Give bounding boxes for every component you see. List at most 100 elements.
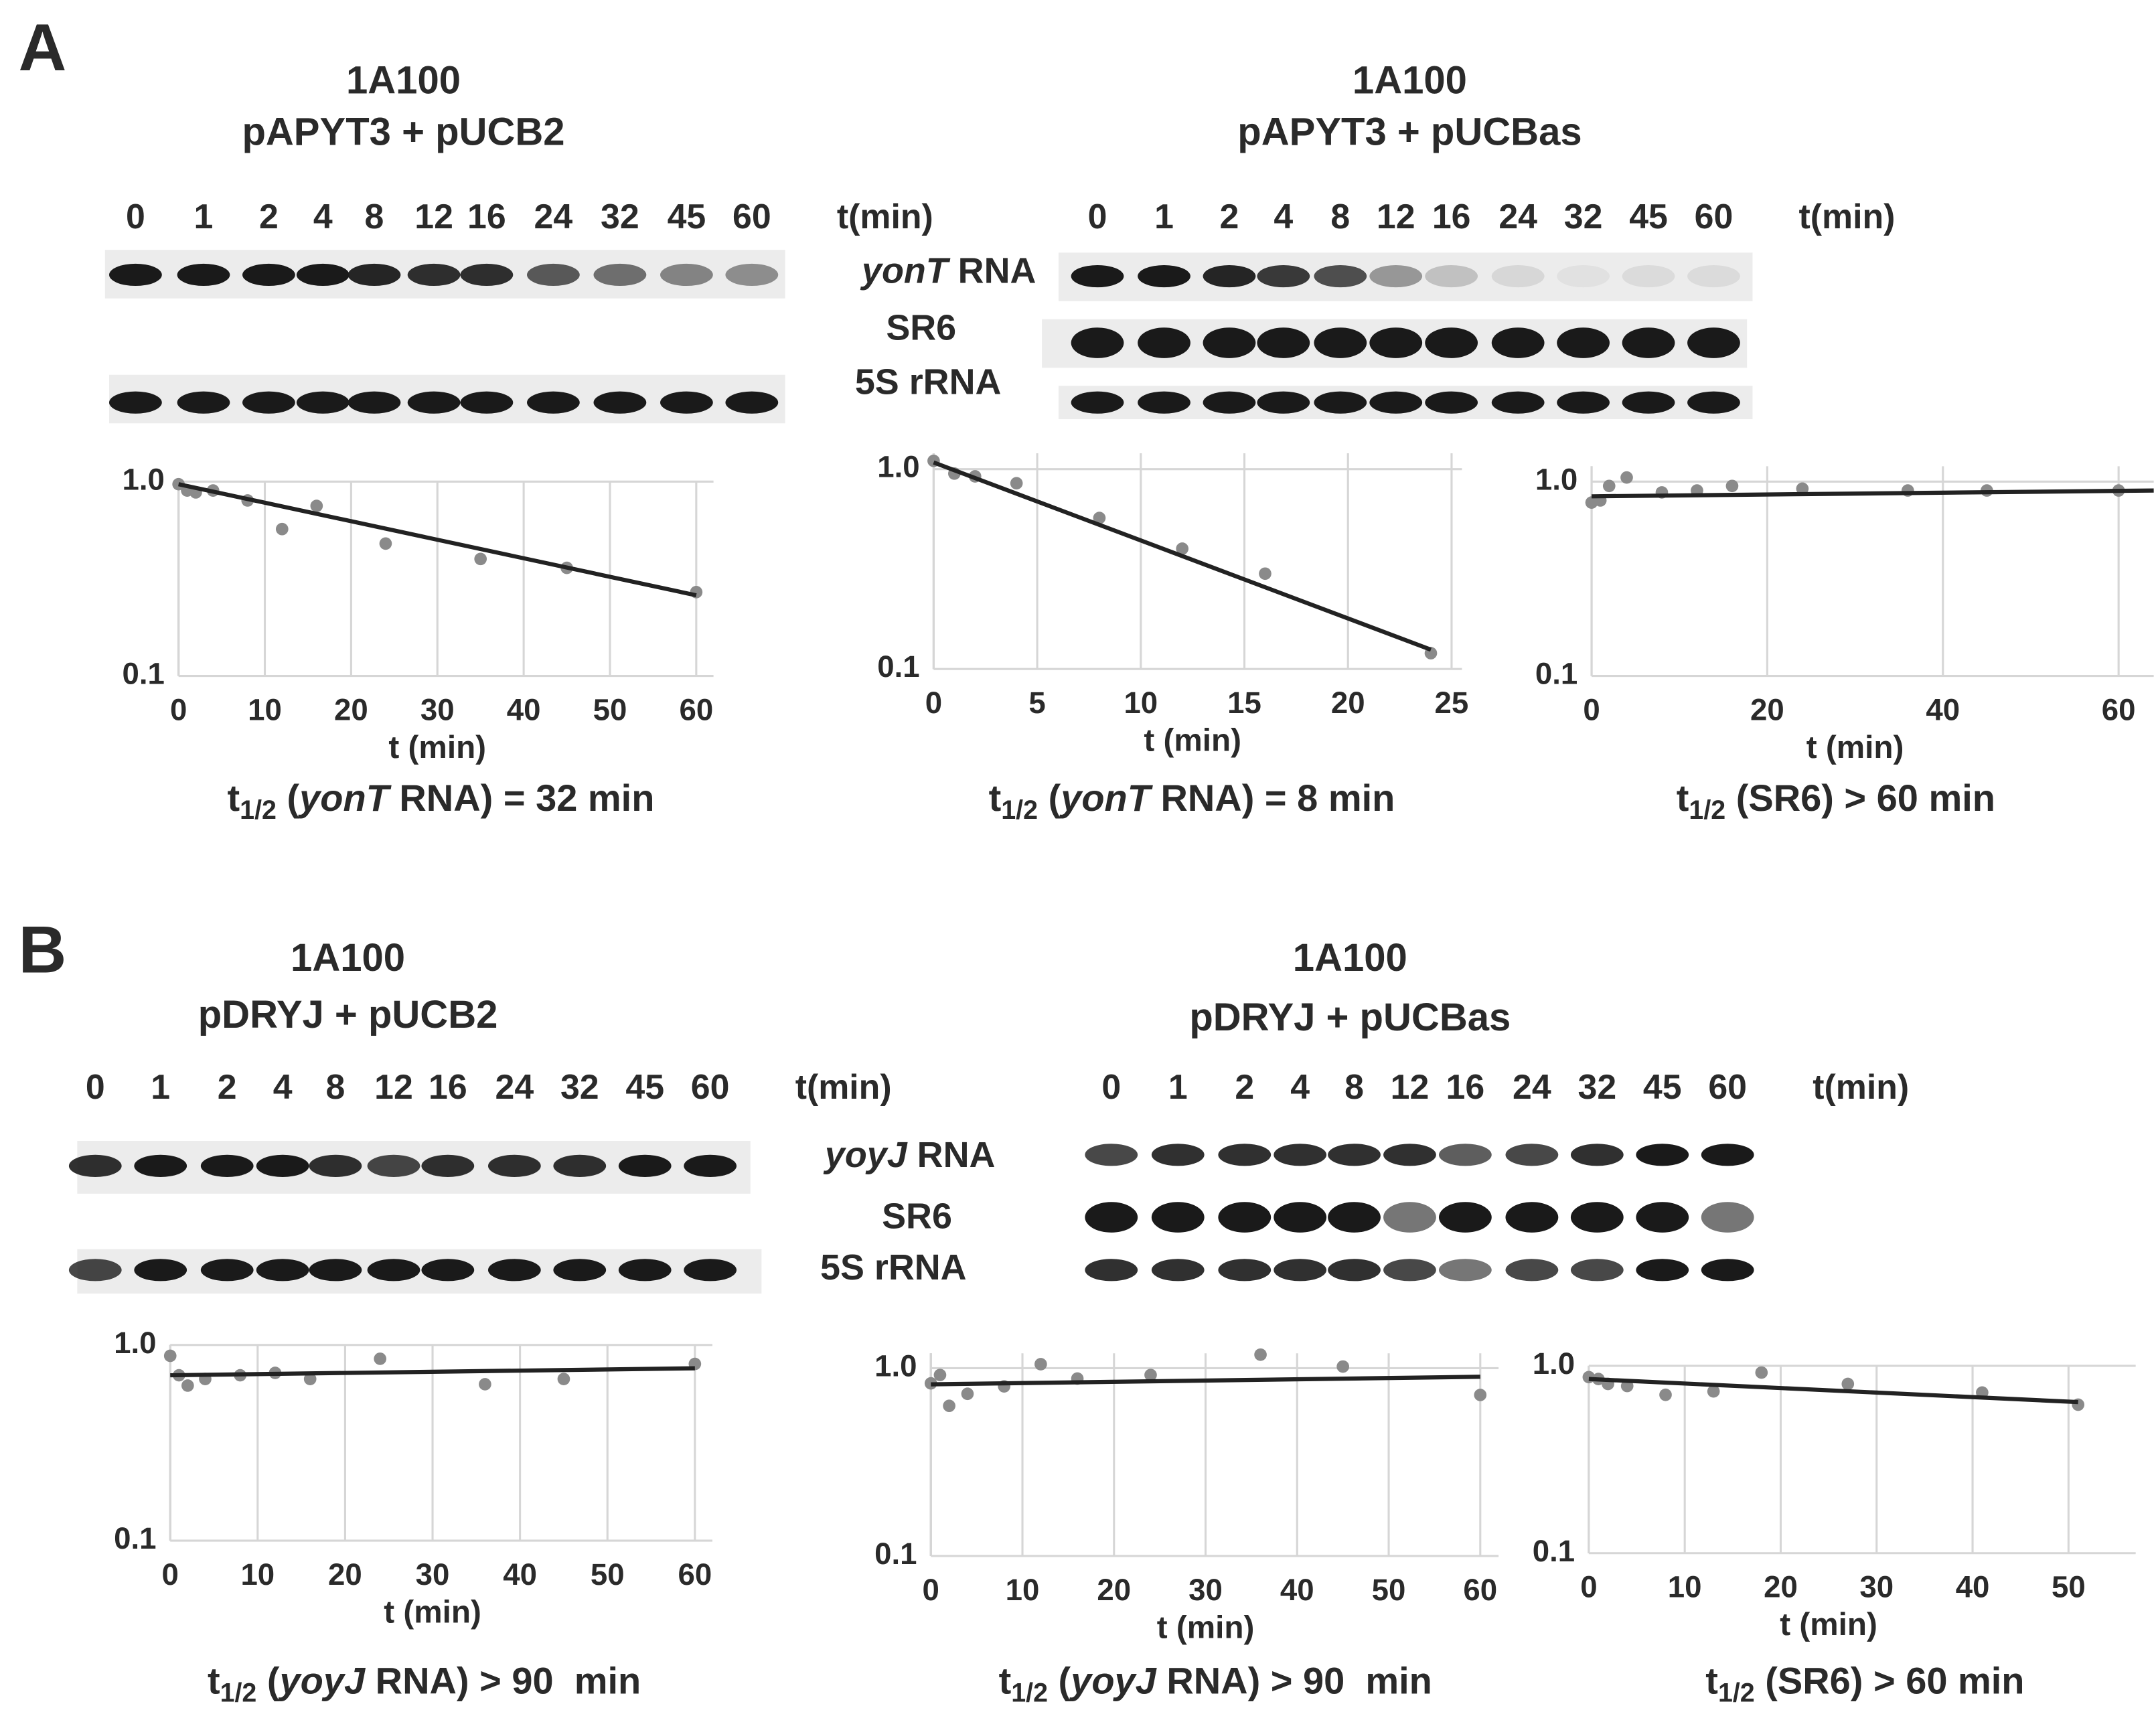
blot-band xyxy=(1491,264,1545,288)
blot-band xyxy=(1218,1259,1272,1281)
lane-label: 32 xyxy=(601,197,639,236)
caption-part: yonT xyxy=(1059,777,1154,819)
data-point xyxy=(275,522,289,536)
blot-title: 1A100 xyxy=(346,59,461,102)
blot-band xyxy=(660,391,713,414)
x-tick-label: 25 xyxy=(1435,686,1469,720)
lane-label: 1 xyxy=(151,1067,170,1106)
blot-band xyxy=(1383,1202,1436,1233)
lane-label: 12 xyxy=(1391,1067,1430,1106)
data-point xyxy=(933,1369,947,1381)
data-point xyxy=(1659,1388,1672,1401)
row-label: SR6 xyxy=(886,308,956,348)
blot-band xyxy=(1636,1259,1689,1281)
blot-band xyxy=(618,1259,672,1281)
blot-band xyxy=(526,263,580,287)
data-point xyxy=(1034,1358,1047,1371)
blot-band xyxy=(421,1154,475,1177)
blot-band xyxy=(1636,1144,1689,1166)
blot-band xyxy=(1314,391,1367,414)
time-label: t(min) xyxy=(837,197,933,236)
blot-band xyxy=(487,1259,541,1281)
data-point xyxy=(172,477,185,491)
lane-label: 45 xyxy=(1629,197,1668,236)
x-axis-label: t (min) xyxy=(1144,723,1241,759)
blot-band xyxy=(1687,327,1740,358)
blot-band xyxy=(1138,391,1190,414)
caption-part: yoyJ xyxy=(1069,1659,1157,1701)
blot-band xyxy=(1369,264,1423,288)
x-axis-label: t (min) xyxy=(388,730,486,765)
blot-band xyxy=(1425,391,1478,414)
lane-label: 16 xyxy=(1432,197,1471,236)
x-tick-label: 10 xyxy=(248,693,282,727)
time-label: t(min) xyxy=(795,1067,892,1106)
half-life-caption: t1/2 (yonT RNA) = 8 min xyxy=(989,777,1395,825)
half-life-caption: t1/2 (SR6) > 60 min xyxy=(1677,777,1995,825)
blot-band xyxy=(242,263,295,287)
lane-label: 0 xyxy=(1088,197,1107,236)
lane-label: 1 xyxy=(194,197,214,236)
blot-band xyxy=(177,263,230,287)
lane-label: 8 xyxy=(326,1067,345,1106)
caption-part: 1/2 xyxy=(1011,1679,1048,1708)
blot-band xyxy=(1687,391,1740,414)
data-point xyxy=(557,1373,570,1385)
blot-title: pAPYT3 + pUCBas xyxy=(1237,110,1582,153)
data-point xyxy=(1176,542,1189,555)
caption-part: 1/2 xyxy=(220,1679,257,1708)
lane-label: 24 xyxy=(534,197,573,236)
panel-label: A xyxy=(19,11,67,85)
blot-band xyxy=(1257,327,1310,358)
lane-label: 16 xyxy=(467,197,506,236)
blot-band xyxy=(1557,264,1610,288)
y-tick-label: 0.1 xyxy=(1535,657,1577,691)
blot-band xyxy=(1085,1259,1138,1281)
blot-band xyxy=(134,1259,187,1281)
blot-band xyxy=(1218,1144,1272,1166)
half-life-caption: t1/2 (yonT RNA) = 32 min xyxy=(228,777,655,825)
lane-label: 12 xyxy=(414,197,453,236)
blot-band xyxy=(68,1259,122,1281)
lane-label: 32 xyxy=(1578,1067,1617,1106)
x-tick-label: 30 xyxy=(416,1557,450,1591)
blot-band xyxy=(1151,1259,1205,1281)
blot-band xyxy=(296,391,350,414)
blot-band xyxy=(1151,1144,1205,1166)
blot-title: 1A100 xyxy=(1293,936,1407,980)
lane-label: 2 xyxy=(1220,197,1239,236)
blot-band xyxy=(1085,1202,1138,1233)
blot-band xyxy=(1151,1202,1205,1233)
blot-band xyxy=(1218,1202,1272,1233)
lane-label: 2 xyxy=(1235,1067,1254,1106)
blot-band xyxy=(1328,1144,1381,1166)
blot-band xyxy=(1369,327,1423,358)
y-tick-label: 0.1 xyxy=(114,1521,156,1555)
caption-part: 1/2 xyxy=(1718,1679,1755,1708)
blot-band xyxy=(309,1259,362,1281)
x-axis-label: t (min) xyxy=(1157,1610,1255,1645)
blot-band xyxy=(296,263,350,287)
blot-band xyxy=(1622,327,1675,358)
data-point xyxy=(163,1349,177,1363)
caption-part: t xyxy=(989,777,1002,819)
blot-band xyxy=(367,1259,420,1281)
fit-line xyxy=(931,1375,1480,1387)
lane-label: 24 xyxy=(1513,1067,1551,1106)
x-tick-label: 20 xyxy=(1331,686,1365,720)
blot-band xyxy=(109,391,162,414)
data-point xyxy=(1841,1377,1855,1391)
caption-part: (SR6) > 60 min xyxy=(1755,1659,2025,1701)
lane-label: 32 xyxy=(1564,197,1603,236)
lane-label: 60 xyxy=(733,197,771,236)
blot-band xyxy=(725,391,779,414)
caption-part: RNA) = 8 min xyxy=(1150,777,1395,819)
lane-label: 12 xyxy=(1377,197,1415,236)
panel-label: B xyxy=(19,913,67,988)
blot-band xyxy=(1491,391,1545,414)
lane-label: 8 xyxy=(1330,197,1350,236)
blot-band xyxy=(1425,264,1478,288)
row-label-text: RNA xyxy=(948,251,1036,291)
blot-band xyxy=(1085,1144,1138,1166)
